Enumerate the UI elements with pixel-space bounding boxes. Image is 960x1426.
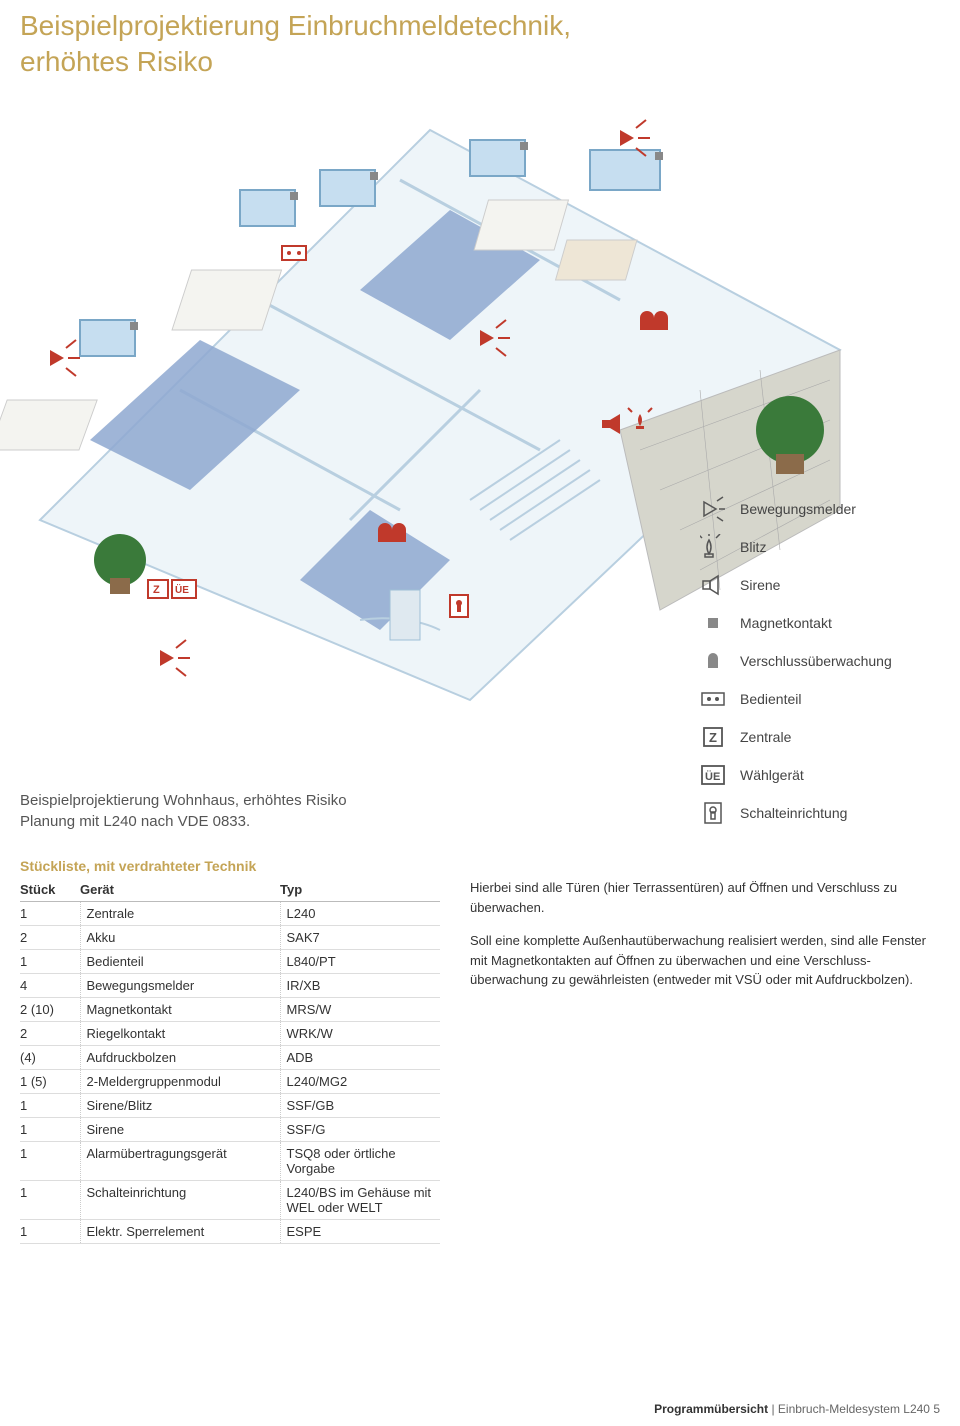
svg-text:Z: Z: [709, 730, 717, 745]
table-row: 1SireneSSF/G: [20, 1118, 440, 1142]
table-row: 1SchalteinrichtungL240/BS im Gehäuse mit…: [20, 1181, 440, 1220]
legend-row-magnet: Magnetkontakt: [700, 604, 950, 642]
dialer-icon: ÜE: [700, 762, 726, 788]
bom-header-qty: Stück: [20, 878, 80, 902]
table-row: 1Sirene/BlitzSSF/GB: [20, 1094, 440, 1118]
bom-table: Stück Gerät Typ 1ZentraleL240 2AkkuSAK7 …: [20, 878, 440, 1244]
svg-text:ÜE: ÜE: [175, 583, 189, 596]
footer-rest: | Einbruch-Meldesystem L240 5: [768, 1402, 940, 1416]
legend-row-siren: Sirene: [700, 566, 950, 604]
legend-label: Schalteinrichtung: [740, 805, 847, 821]
magnet-icon: [700, 610, 726, 636]
table-row: 2 (10)MagnetkontaktMRS/W: [20, 998, 440, 1022]
lock-icon: [700, 648, 726, 674]
table-row: 4BewegungsmelderIR/XB: [20, 974, 440, 998]
motion-icon: [700, 496, 726, 522]
legend-row-motion: Bewegungsmelder: [700, 490, 950, 528]
legend-row-keypad: Bedienteil: [700, 680, 950, 718]
title-line-2: erhöhtes Risiko: [20, 46, 213, 77]
table-row: (4)AufdruckbolzenADB: [20, 1046, 440, 1070]
flash-icon: [700, 534, 726, 560]
footer-bold: Programmübersicht: [654, 1402, 768, 1416]
legend-label: Verschlussüberwachung: [740, 653, 892, 669]
legend-label: Bedienteil: [740, 691, 802, 707]
svg-text:Z: Z: [153, 584, 160, 596]
legend-label: Bewegungsmelder: [740, 501, 856, 517]
table-row: 1ZentraleL240: [20, 902, 440, 926]
legend-label: Wählgerät: [740, 767, 804, 783]
legend-row-flash: Blitz: [700, 528, 950, 566]
bom-title: Stückliste, mit verdrahteter Technik: [20, 858, 256, 874]
table-row: 1BedienteilL840/PT: [20, 950, 440, 974]
caption-line-1: Beispielprojektierung Wohnhaus, erhöhtes…: [20, 792, 347, 809]
zentrale-icon: Z: [700, 724, 726, 750]
legend: Bewegungsmelder Blitz Sirene Magnetkonta…: [700, 490, 950, 832]
keypad-icon: [700, 686, 726, 712]
bom-header-row: Stück Gerät Typ: [20, 878, 440, 902]
legend-row-lock: Verschlussüberwachung: [700, 642, 950, 680]
notes-paragraph-2: Soll eine komplette Außenhautüberwachung…: [470, 931, 930, 990]
floorplan-caption: Beispielprojektierung Wohnhaus, erhöhtes…: [20, 790, 347, 832]
notes-block: Hierbei sind alle Türen (hier Terrassent…: [470, 878, 930, 1004]
page-title: Beispielprojektierung Einbruchmeldetechn…: [20, 8, 571, 81]
title-line-1: Beispielprojektierung Einbruchmeldetechn…: [20, 10, 571, 41]
bom-header-type: Typ: [280, 878, 440, 902]
legend-row-dialer: ÜE Wählgerät: [700, 756, 950, 794]
table-row: 1AlarmübertragungsgerätTSQ8 oder örtlich…: [20, 1142, 440, 1181]
table-row: 2RiegelkontaktWRK/W: [20, 1022, 440, 1046]
legend-label: Blitz: [740, 539, 766, 555]
notes-paragraph-1: Hierbei sind alle Türen (hier Terrassent…: [470, 878, 930, 917]
svg-text:ÜE: ÜE: [705, 770, 720, 783]
switch-icon: [700, 800, 726, 826]
table-row: 1 (5)2-MeldergruppenmodulL240/MG2: [20, 1070, 440, 1094]
legend-row-switch: Schalteinrichtung: [700, 794, 950, 832]
legend-label: Magnetkontakt: [740, 615, 832, 631]
legend-label: Zentrale: [740, 729, 791, 745]
bom-header-device: Gerät: [80, 878, 280, 902]
table-row: 1Elektr. SperrelementESPE: [20, 1220, 440, 1244]
legend-label: Sirene: [740, 577, 780, 593]
caption-line-2: Planung mit L240 nach VDE 0833.: [20, 813, 250, 830]
legend-row-zentrale: Z Zentrale: [700, 718, 950, 756]
bom-body: 1ZentraleL240 2AkkuSAK7 1BedienteilL840/…: [20, 902, 440, 1244]
page-footer: Programmübersicht | Einbruch-Meldesystem…: [654, 1402, 940, 1416]
siren-icon: [700, 572, 726, 598]
table-row: 2AkkuSAK7: [20, 926, 440, 950]
